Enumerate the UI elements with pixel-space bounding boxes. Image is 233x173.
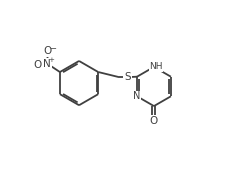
Text: N: N [43,58,51,69]
Text: O: O [150,116,158,126]
Text: NH: NH [149,62,163,71]
Text: N: N [133,91,141,101]
Text: −: − [49,44,56,53]
Text: O: O [34,60,42,70]
Text: S: S [124,72,131,82]
Text: +: + [48,57,54,63]
Text: O: O [44,46,52,56]
